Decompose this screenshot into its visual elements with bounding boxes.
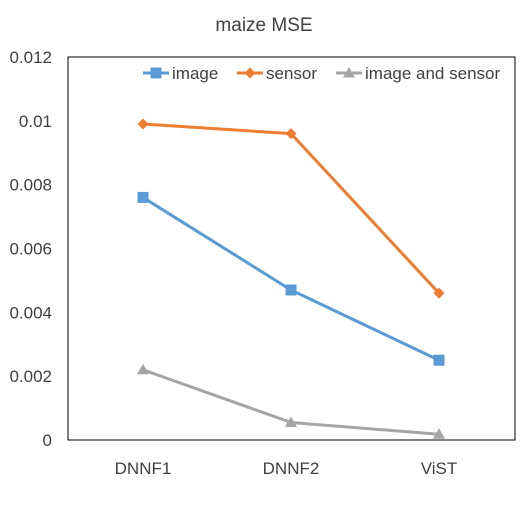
plot-area: [67, 56, 516, 441]
y-tick-label: 0: [43, 431, 52, 450]
legend-marker: [343, 67, 355, 78]
data-point-marker: [433, 428, 445, 439]
legend-label: image: [172, 64, 218, 83]
series-lines: [137, 118, 445, 439]
x-tick-label: ViST: [421, 459, 458, 478]
x-axis-ticks: DNNF1 DNNF2 ViST: [115, 459, 458, 478]
legend-label: sensor: [266, 64, 317, 83]
data-point-marker: [137, 118, 149, 130]
chart-title: maize MSE: [215, 15, 312, 36]
series-line: [142, 122, 441, 295]
legend-marker: [244, 67, 256, 79]
data-point-marker: [433, 354, 445, 366]
legend-label: image and sensor: [365, 64, 500, 83]
y-tick-label: 0.004: [9, 303, 52, 322]
data-point-marker: [137, 363, 149, 375]
series-line: [142, 196, 440, 362]
x-tick-label: DNNF2: [263, 459, 320, 478]
legend-marker: [150, 67, 162, 79]
y-tick-label: 0.008: [9, 176, 52, 195]
y-tick-label: 0.002: [9, 367, 52, 386]
y-axis-ticks: 0 0.002 0.004 0.006 0.008 0.01 0.012: [9, 48, 52, 450]
data-point-marker: [285, 416, 297, 427]
legend: image sensor image and sensor: [143, 64, 500, 83]
data-point-marker: [433, 287, 445, 299]
data-point-marker: [285, 284, 297, 296]
y-tick-label: 0.01: [19, 112, 52, 131]
data-point-marker: [285, 128, 297, 140]
y-tick-label: 0.012: [9, 48, 52, 67]
data-point-marker: [137, 191, 149, 203]
x-tick-label: DNNF1: [115, 459, 172, 478]
y-tick-label: 0.006: [9, 240, 52, 259]
